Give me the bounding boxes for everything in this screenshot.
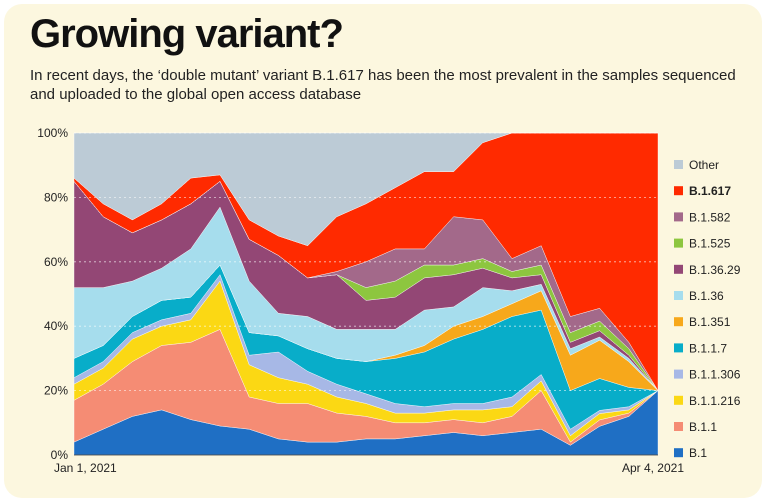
legend-swatch — [674, 422, 683, 431]
y-tick-label: 20% — [44, 384, 68, 398]
legend-label: B.1.36.29 — [689, 263, 741, 277]
legend-label: B.1 — [689, 446, 707, 460]
legend-label: B.1.1 — [689, 420, 717, 434]
legend-swatch — [674, 448, 683, 458]
area-other — [73, 132, 658, 246]
legend-swatch — [674, 343, 683, 353]
legend-swatch — [674, 186, 683, 196]
y-tick-label: 60% — [44, 255, 68, 269]
y-tick-label: 80% — [44, 190, 68, 204]
legend-swatch — [674, 395, 683, 405]
x-tick-label: Jan 1, 2021 — [54, 461, 117, 475]
legend-label: B.1.351 — [689, 315, 731, 329]
y-tick-label: 100% — [37, 126, 68, 140]
legend-swatch — [674, 238, 683, 248]
legend-swatch — [674, 212, 683, 222]
legend-label: B.1.617 — [689, 184, 731, 198]
legend-swatch — [674, 291, 683, 300]
y-tick-label: 40% — [44, 319, 68, 333]
y-tick-label: 0% — [51, 448, 69, 462]
legend-swatch — [674, 369, 683, 379]
legend-swatch — [674, 264, 683, 274]
legend-swatch — [674, 317, 683, 327]
legend-swatch — [674, 160, 683, 169]
legend-label: B.1.525 — [689, 237, 731, 251]
axis-ticks: 0% 20% 40% 60% 80% 100% Jan 1, 2021 Apr 4, 2021 — [37, 126, 684, 475]
legend-label: B.1.1.216 — [689, 394, 741, 408]
chart-title: Growing variant? — [30, 12, 344, 56]
legend-label: Other — [689, 158, 719, 172]
legend-label: B.1.36 — [689, 289, 724, 303]
legend-label: B.1.582 — [689, 210, 731, 224]
chart-subtitle: In recent days, the ‘double mutant’ vari… — [30, 67, 736, 103]
x-tick-label: Apr 4, 2021 — [622, 461, 684, 475]
legend-label: B.1.1.306 — [689, 368, 741, 382]
legend: Other B.1.617 B.1.582 B.1.525 B.1.36.29 B.1.3… — [674, 158, 741, 460]
legend-label: B.1.1.7 — [689, 341, 727, 355]
area-series — [73, 132, 659, 456]
